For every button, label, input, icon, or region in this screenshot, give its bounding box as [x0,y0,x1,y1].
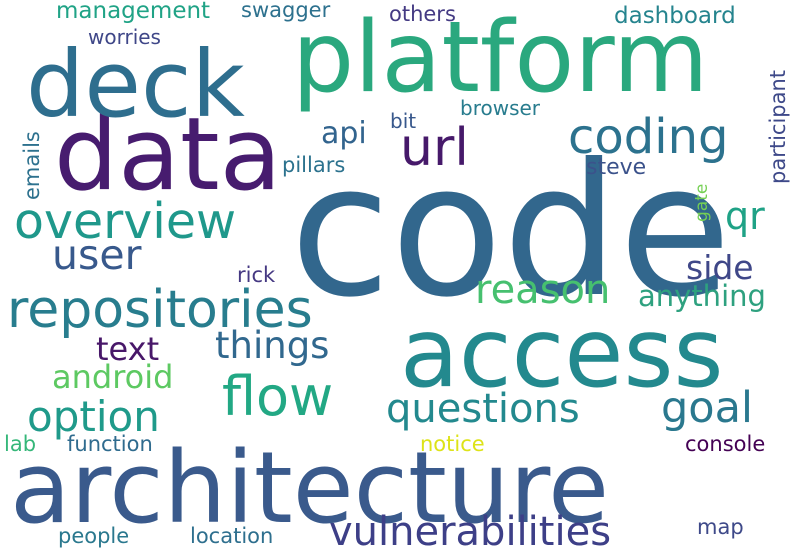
word-others: others [389,2,456,26]
word-data: data [54,95,282,213]
word-deck: deck [26,31,245,138]
word-dashboard: dashboard [614,3,736,29]
word-url: url [400,118,469,178]
word-coding: coding [568,109,729,165]
word-management: management [56,0,211,24]
word-vulnerabilities: vulnerabilities [329,509,612,555]
word-text: text [96,330,160,368]
word-browser: browser [460,96,541,120]
word-notice: notice [420,432,485,456]
word-lab: lab [4,432,37,456]
word-console: console [685,432,766,456]
word-qr: qr [725,194,765,238]
word-participant: participant [766,69,790,184]
word-pillars: pillars [282,153,346,177]
word-api: api [321,116,367,151]
word-platform: platform [292,1,709,115]
word-architecture: architecture [10,431,610,546]
word-people: people [58,524,130,548]
word-anything: anything [638,279,766,313]
word-reason: reason [475,267,611,313]
word-goal: goal [661,383,753,433]
word-gate: gate [692,183,712,222]
word-emails: emails [20,131,44,200]
word-option: option [27,392,160,441]
word-map: map [697,515,744,539]
word-android: android [52,358,174,396]
word-worries: worries [88,25,161,49]
word-rick: rick [237,263,276,287]
word-user: user [52,231,142,279]
word-code: code [290,125,732,338]
word-function: function [67,432,153,456]
word-repositories: repositories [7,280,313,340]
word-side: side [686,248,754,287]
word-location: location [190,524,274,548]
word-steve: steve [586,155,647,180]
word-bit: bit [390,109,417,133]
word-access: access [400,297,724,409]
word-swagger: swagger [241,0,331,22]
word-overview: overview [14,193,237,250]
word-flow: flow [222,365,334,428]
word-questions: questions [386,386,580,432]
word-things: things [215,324,330,367]
